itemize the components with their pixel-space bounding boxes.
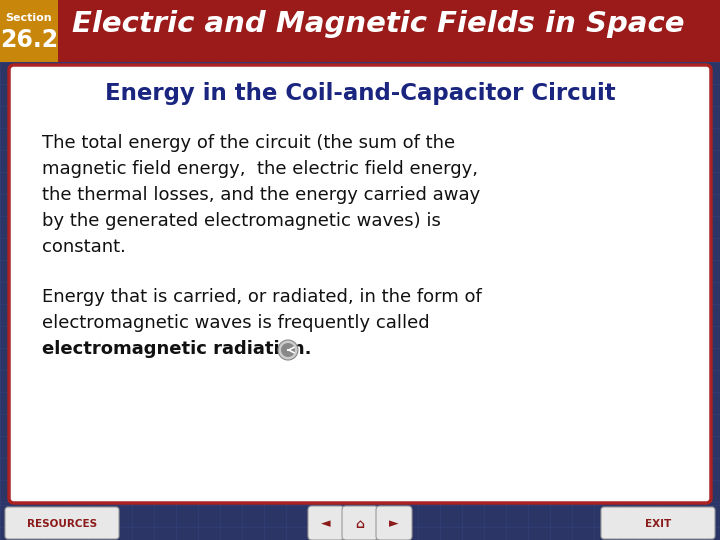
- Text: EXIT: EXIT: [645, 519, 671, 529]
- FancyBboxPatch shape: [342, 506, 378, 540]
- FancyBboxPatch shape: [9, 65, 711, 503]
- FancyBboxPatch shape: [5, 507, 119, 539]
- Text: The total energy of the circuit (the sum of the: The total energy of the circuit (the sum…: [42, 134, 455, 152]
- Text: RESOURCES: RESOURCES: [27, 519, 97, 529]
- Bar: [0, 62, 720, 540]
- Circle shape: [278, 340, 298, 360]
- Text: 26.2: 26.2: [0, 28, 58, 52]
- FancyBboxPatch shape: [601, 507, 715, 539]
- Text: ►: ►: [390, 517, 399, 530]
- Text: Electric and Magnetic Fields in Space: Electric and Magnetic Fields in Space: [72, 10, 685, 38]
- Bar: [0, 0, 58, 62]
- Text: by the generated electromagnetic waves) is: by the generated electromagnetic waves) …: [42, 212, 441, 230]
- Text: Energy in the Coil-and-Capacitor Circuit: Energy in the Coil-and-Capacitor Circuit: [104, 82, 616, 105]
- Text: Energy that is carried, or radiated, in the form of: Energy that is carried, or radiated, in …: [42, 288, 482, 306]
- Text: ⌂: ⌂: [356, 517, 364, 530]
- Text: electromagnetic waves is frequently called: electromagnetic waves is frequently call…: [42, 314, 430, 332]
- Circle shape: [281, 343, 295, 357]
- Text: electromagnetic radiation.: electromagnetic radiation.: [42, 340, 312, 358]
- Text: Section: Section: [6, 13, 53, 23]
- Text: constant.: constant.: [42, 238, 126, 256]
- Text: ◄: ◄: [321, 517, 330, 530]
- Bar: [0, 0, 720, 62]
- FancyBboxPatch shape: [376, 506, 412, 540]
- Text: magnetic field energy,  the electric field energy,: magnetic field energy, the electric fiel…: [42, 160, 478, 178]
- Bar: [0, 505, 720, 540]
- Text: the thermal losses, and the energy carried away: the thermal losses, and the energy carri…: [42, 186, 480, 204]
- FancyBboxPatch shape: [308, 506, 344, 540]
